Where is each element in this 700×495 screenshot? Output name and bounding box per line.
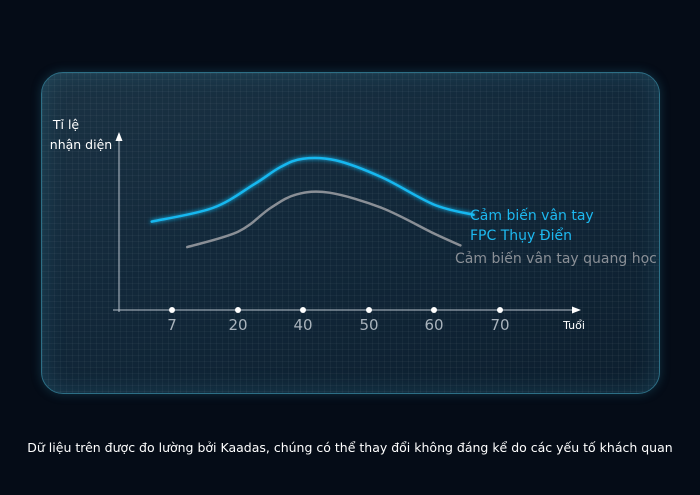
series-line-optical [185, 190, 462, 249]
x-axis-label: Tuổi [562, 319, 585, 332]
x-tick-label-50: 50 [359, 316, 378, 334]
x-tick-dot-50 [366, 307, 372, 313]
legend-fpc-line-2: FPC Thụy Điển [470, 227, 572, 244]
x-tick-dot-7 [169, 307, 175, 313]
x-tick-label-20: 20 [228, 316, 247, 334]
x-tick-dot-60 [431, 307, 437, 313]
x-axis-arrow-icon [572, 306, 581, 314]
x-tick-label-7: 7 [167, 316, 177, 334]
x-tick-dot-70 [497, 307, 503, 313]
x-tick-dot-40 [300, 307, 306, 313]
series-lines [150, 156, 475, 249]
y-axis-label-line-2: nhận diện [50, 137, 112, 152]
x-tick-label-40: 40 [293, 316, 312, 334]
y-axis-arrow-icon [115, 132, 123, 141]
x-ticks: 7 20 40 50 60 70 [167, 307, 510, 334]
y-axis-label-line-1: Tỉ lệ [52, 117, 80, 132]
footer-note: Dữ liệu trên được đo lường bởi Kaadas, c… [27, 440, 673, 455]
series-line-fpc [150, 156, 475, 223]
legend-fpc-line-1: Cảm biến vân tay [470, 207, 594, 224]
x-tick-dot-20 [235, 307, 241, 313]
chart-panel [41, 72, 660, 394]
legend-optical: Cảm biến vân tay quang học [455, 250, 657, 267]
x-tick-label-60: 60 [424, 316, 443, 334]
x-tick-label-70: 70 [490, 316, 509, 334]
axes [113, 132, 581, 314]
panel-texture [42, 73, 659, 393]
